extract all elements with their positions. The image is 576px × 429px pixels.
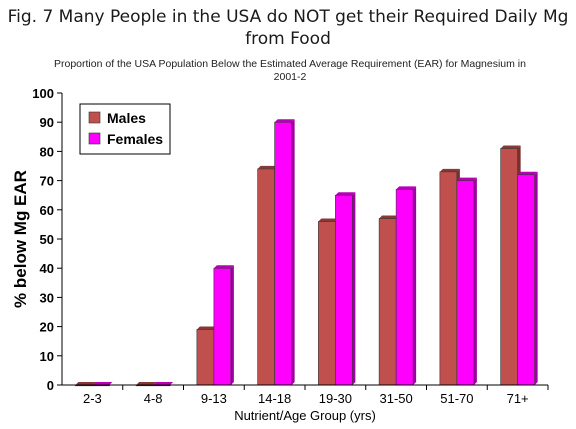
bar-front-face <box>378 218 397 386</box>
bar-top-face <box>335 192 356 196</box>
bar-series <box>75 119 538 387</box>
legend-swatch-females <box>88 132 101 145</box>
chart-title: Fig. 7 Many People in the USA do NOT get… <box>0 6 576 50</box>
bar-front-face <box>196 329 215 386</box>
bar-front-face <box>395 189 414 386</box>
y-tick-label: 30 <box>40 290 54 305</box>
y-axis-ticks: 0 10 20 30 40 50 60 70 80 90 100 <box>32 86 62 393</box>
y-tick-label: 60 <box>40 203 54 218</box>
bar-depth-face <box>534 171 538 385</box>
chart-title-line-2: from Food <box>245 29 331 49</box>
chart-subtitle-line-2: 2001-2 <box>273 71 307 83</box>
bar-depth-face <box>473 177 477 385</box>
x-tick-label: 4-8 <box>144 391 163 406</box>
chart-subtitle: Proportion of the USA Population Below t… <box>10 58 570 84</box>
y-tick-label: 50 <box>40 232 54 247</box>
bar-top-face <box>153 382 174 385</box>
bar-depth-face <box>413 186 417 385</box>
bar-top-face <box>213 265 234 269</box>
bar-top-face <box>396 186 417 190</box>
legend: Males Females <box>79 103 171 155</box>
chart-title-line-1: Fig. 7 Many People in the USA do NOT get… <box>7 7 569 27</box>
bar-depth-face <box>230 265 234 385</box>
bar-depth-face <box>291 119 295 385</box>
bar-females-14-18 <box>274 119 295 386</box>
bar-depth-face <box>352 192 356 385</box>
bar-top-face <box>439 168 460 172</box>
legend-label-males: Males <box>107 110 146 126</box>
bar-females-9-13 <box>213 265 234 386</box>
bar-front-face <box>274 121 292 386</box>
y-axis-label: % below Mg EAR <box>11 170 30 308</box>
y-tick-label: 70 <box>40 174 54 189</box>
y-tick-label: 10 <box>40 349 54 364</box>
x-tick-label: 71+ <box>507 391 529 406</box>
bar-females-51-70 <box>456 177 477 386</box>
bar-top-face <box>318 218 339 222</box>
x-axis-label: Nutrient/Age Group (yrs) <box>234 408 376 423</box>
bar-females-71+ <box>517 171 538 386</box>
bar-front-face <box>456 180 475 386</box>
bar-top-face <box>379 215 400 219</box>
legend-swatch-males <box>88 111 101 124</box>
bar-females-19-30 <box>335 192 356 386</box>
bar-top-face <box>456 177 477 181</box>
x-axis-ticks: 2-3 4-8 9-13 14-18 19-30 31-50 51-70 71+ <box>83 385 549 406</box>
bar-top-face <box>257 165 278 169</box>
legend-label-females: Females <box>107 131 163 147</box>
bar-top-face <box>92 382 113 385</box>
bar-front-face <box>257 168 275 386</box>
bar-top-face <box>196 326 217 330</box>
y-tick-label: 0 <box>47 378 54 393</box>
bar-top-face <box>136 382 157 385</box>
bar-front-face <box>335 194 353 386</box>
bar-females-31-50 <box>395 186 417 386</box>
y-tick-label: 40 <box>40 261 54 276</box>
x-tick-label: 2-3 <box>83 391 102 406</box>
x-tick-label: 9-13 <box>201 391 227 406</box>
bar-front-face <box>500 148 518 386</box>
y-tick-label: 20 <box>40 320 54 335</box>
y-tick-label: 100 <box>32 86 54 101</box>
y-tick-label: 80 <box>40 144 54 159</box>
bar-front-face <box>318 221 336 386</box>
x-tick-label: 51-70 <box>440 391 473 406</box>
bar-top-face <box>517 171 538 175</box>
bar-top-face <box>75 382 96 385</box>
bar-top-face <box>274 119 295 123</box>
y-tick-label: 90 <box>40 115 54 130</box>
bar-front-face <box>517 174 535 386</box>
x-tick-label: 19-30 <box>319 391 352 406</box>
chart-subtitle-line-1: Proportion of the USA Population Below t… <box>54 58 526 70</box>
x-tick-label: 31-50 <box>380 391 413 406</box>
bar-top-face <box>500 145 521 149</box>
bar-front-face <box>213 267 232 386</box>
x-tick-label: 14-18 <box>258 391 291 406</box>
bar-front-face <box>439 171 458 386</box>
